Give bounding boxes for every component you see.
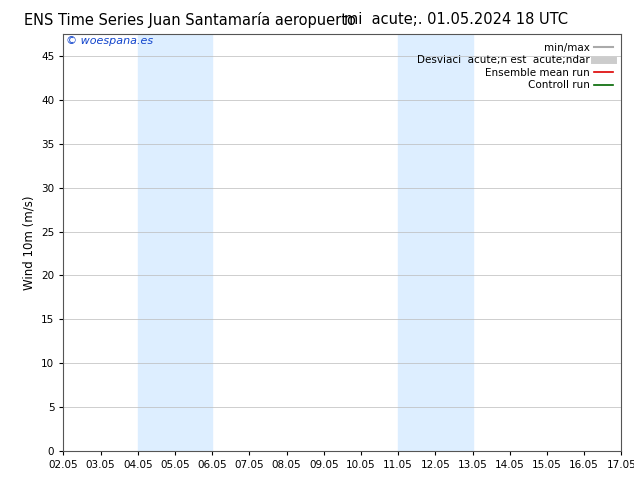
Bar bbox=[398, 34, 472, 451]
Text: © woespana.es: © woespana.es bbox=[66, 36, 153, 47]
Text: ENS Time Series Juan Santamaría aeropuerto: ENS Time Series Juan Santamaría aeropuer… bbox=[24, 12, 356, 28]
Y-axis label: Wind 10m (m/s): Wind 10m (m/s) bbox=[23, 196, 36, 290]
Text: mi  acute;. 01.05.2024 18 UTC: mi acute;. 01.05.2024 18 UTC bbox=[344, 12, 569, 27]
Legend: min/max, Desviaci  acute;n est  acute;ndar, Ensemble mean run, Controll run: min/max, Desviaci acute;n est acute;ndar… bbox=[414, 40, 616, 94]
Bar bbox=[138, 34, 212, 451]
